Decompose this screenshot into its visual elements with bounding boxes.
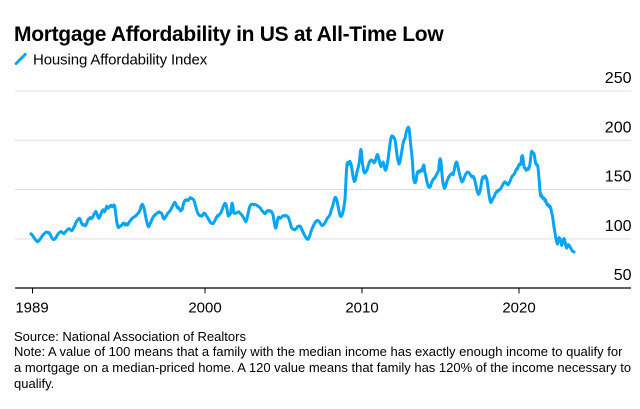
svg-text:Housing Affordability Index: Housing Affordability Index bbox=[33, 52, 208, 69]
svg-text:150: 150 bbox=[605, 169, 632, 186]
svg-text:50: 50 bbox=[614, 267, 632, 284]
svg-text:Mortgage Affordability in US a: Mortgage Affordability in US at All-Time… bbox=[14, 23, 444, 46]
svg-text:2010: 2010 bbox=[345, 300, 378, 317]
svg-text:2000: 2000 bbox=[188, 300, 221, 317]
svg-text:200: 200 bbox=[605, 119, 632, 136]
svg-text:a mortgage on a median-priced: a mortgage on a median-priced home. A 12… bbox=[14, 360, 631, 375]
svg-text:qualify.: qualify. bbox=[14, 376, 54, 391]
svg-text:250: 250 bbox=[605, 70, 632, 87]
svg-text:100: 100 bbox=[605, 218, 632, 235]
svg-text:Source: National Association o: Source: National Association of Realtors bbox=[14, 329, 246, 344]
svg-text:2020: 2020 bbox=[502, 300, 535, 317]
svg-text:1989: 1989 bbox=[15, 300, 48, 317]
svg-text:Note: A value of 100 means tha: Note: A value of 100 means that a family… bbox=[14, 344, 623, 359]
